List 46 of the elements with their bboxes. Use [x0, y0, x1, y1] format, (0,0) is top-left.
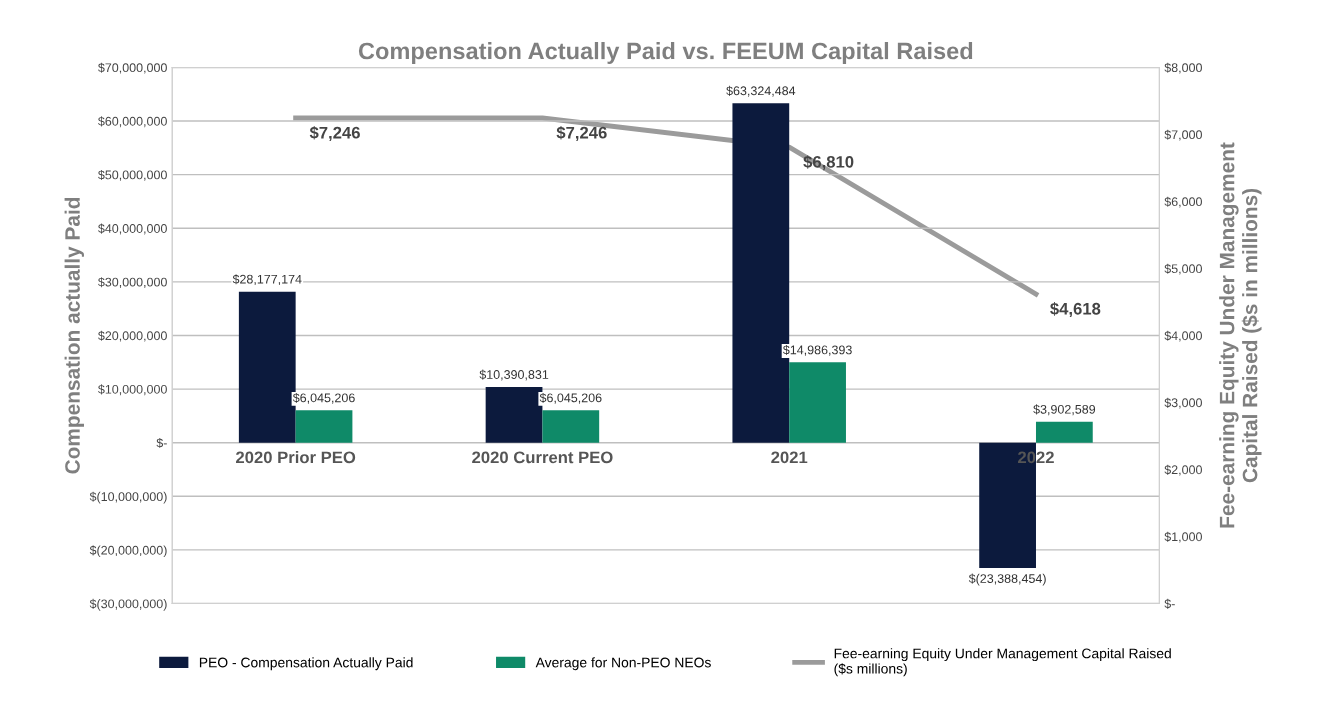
bar — [295, 410, 353, 443]
data-label: $14,986,393 — [782, 344, 852, 356]
y2-tick-label: $2,000 — [1164, 464, 1202, 476]
y-tick-label: $40,000,000 — [98, 223, 167, 235]
y-tick-label: $50,000,000 — [98, 169, 167, 181]
y-tick-label: $(30,000,000) — [89, 598, 167, 611]
legend-label: Average for Non-PEO NEOs — [535, 657, 711, 671]
y-tick-label: $10,000,000 — [98, 384, 167, 396]
y-tick-label: $- — [156, 437, 167, 449]
bar — [1035, 421, 1093, 443]
x-tick-label: 2021 — [771, 451, 808, 464]
bar — [789, 362, 846, 443]
data-label: $3,902,589 — [1033, 404, 1096, 416]
y2-tick-label: $5,000 — [1164, 263, 1202, 275]
y-tick-label: $(20,000,000) — [89, 545, 167, 558]
y-tick-label: $60,000,000 — [98, 116, 167, 128]
data-label: $6,045,206 — [292, 392, 355, 404]
data-label: $7,246 — [556, 126, 607, 141]
data-label: $10,390,831 — [479, 369, 549, 381]
y-tick-label: $70,000,000 — [98, 62, 167, 74]
y2-tick-label: $4,000 — [1164, 330, 1202, 342]
y2-tick-label: $7,000 — [1164, 129, 1202, 141]
data-label: $(23,388,454) — [968, 573, 1046, 586]
y2-tick-label: $- — [1164, 598, 1175, 609]
data-label: $28,177,174 — [232, 274, 302, 286]
y-tick-label: $(10,000,000) — [89, 491, 167, 504]
data-label: $7,246 — [309, 126, 360, 141]
x-tick-label: 2020 Prior PEO — [236, 451, 356, 464]
y-axis-title: Compensation actually Paid — [64, 197, 84, 474]
data-label: $6,810 — [803, 155, 854, 171]
y2-tick-label: $3,000 — [1164, 397, 1202, 409]
x-tick-label: 2020 Current PEO — [472, 451, 613, 464]
y2-axis-title: Fee-earning Equity Under Management Capital Raised ($s in millions) — [1219, 142, 1262, 528]
y-tick-label: $30,000,000 — [98, 277, 167, 288]
x-tick-label: 2022 — [1018, 451, 1054, 464]
y2-tick-label: $8,000 — [1164, 62, 1202, 74]
y2-tick-label: $6,000 — [1164, 196, 1202, 208]
chart-title: Compensation Actually Paid vs. FEEUM Capital Raised — [358, 42, 973, 65]
legend-label: PEO - Compensation Actually Paid — [199, 657, 413, 671]
legend-label: Fee-earning Equity Under Management Capital Raised ($s millions) — [834, 648, 1171, 677]
data-label: $4,618 — [1050, 302, 1101, 318]
bar — [542, 410, 600, 443]
data-label: $6,045,206 — [539, 392, 602, 404]
y2-tick-label: $1,000 — [1164, 531, 1202, 543]
y-tick-label: $20,000,000 — [98, 330, 167, 342]
data-label: $63,324,484 — [726, 85, 796, 97]
